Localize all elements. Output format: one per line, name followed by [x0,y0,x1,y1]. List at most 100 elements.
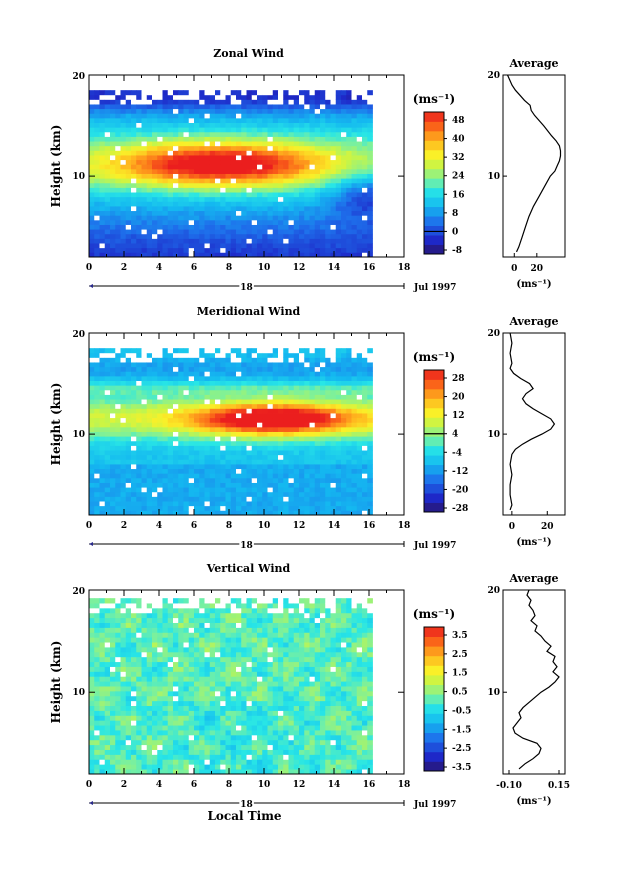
heatmap-cell [152,210,158,216]
heatmap-cell [188,366,195,372]
heatmap-cell [325,215,331,221]
heatmap-cell [351,164,358,170]
heatmap-cell [199,739,205,746]
heatmap-cell [209,122,216,128]
heatmap-cell [356,422,363,428]
heatmap-cell [267,99,274,105]
heatmap-cell [293,482,300,488]
heatmap-cell [225,394,232,400]
heatmap-cell [356,117,363,123]
heatmap-cell [314,389,321,395]
heatmap-cell [188,754,195,760]
heatmap-cell [104,362,111,368]
heatmap-cell [341,510,347,516]
heatmap-cell [209,505,216,511]
heatmap-cell [251,108,258,114]
heatmap-cell [367,136,373,142]
heatmap-cell [110,681,116,687]
heatmap-cell [251,238,258,244]
heatmap-cell [99,749,106,755]
heatmap-cell [251,247,258,253]
heatmap-cell [325,464,331,470]
heatmap-cell [146,178,153,184]
heatmap-cell [141,357,148,363]
heatmap-cell [215,754,221,760]
colorbar-label: 4 [452,430,458,440]
heatmap-cell [215,394,221,400]
heatmap-cell [104,426,111,432]
heatmap-cell [257,450,263,456]
heatmap-cell [94,178,100,184]
heatmap-cell [215,417,221,423]
heatmap-cell [173,720,179,726]
heatmap-cell [335,422,342,428]
heatmap-cell [162,754,169,760]
heatmap-cell [241,210,247,216]
heatmap-cell [230,99,237,105]
heatmap-cell [267,164,274,170]
heatmap-cell [115,459,121,465]
heatmap-cell [173,104,179,110]
heatmap-cell [94,642,100,648]
heatmap-cell [125,725,132,731]
heatmap-cell [125,362,132,368]
heatmap-cell [194,375,200,381]
heatmap-cell [188,113,195,119]
heatmap-cell [131,210,137,216]
heatmap-cell [194,117,200,123]
heatmap-cell [288,403,295,409]
heatmap-cell [173,357,179,363]
heatmap-cell [141,445,148,451]
heatmap-cell [230,215,237,221]
heatmap-cell [115,90,121,96]
heatmap-cell [257,394,263,400]
heatmap-cell [167,744,174,750]
heatmap-cell [162,182,169,188]
heatmap-cell [299,440,305,446]
heatmap-cell [146,607,153,614]
heatmap-cell [115,632,121,638]
heatmap-cell [330,168,337,174]
heatmap-cell [194,734,200,741]
heatmap-cell [131,141,137,147]
heatmap-cell [146,686,153,692]
heatmap-cell [293,108,300,114]
heatmap-cell [314,159,321,165]
heatmap-cell [146,510,153,516]
heatmap-cell [131,243,137,249]
heatmap-cell [278,491,284,497]
heatmap-cell [283,482,289,488]
heatmap-cell [194,229,200,235]
heatmap-cell [362,187,368,193]
heatmap-cell [304,113,310,119]
heatmap-cell [288,440,295,446]
heatmap-cell [194,201,200,207]
heatmap-cell [346,482,352,488]
heatmap-cell [125,510,132,516]
heatmap-cell [194,637,200,643]
heatmap-cell [356,487,363,493]
heatmap-cell [320,117,326,123]
heatmap-cell [236,510,242,516]
heatmap-cell [110,168,116,174]
heatmap-cell [204,491,211,497]
heatmap-cell [194,362,200,368]
heatmap-cell [220,510,226,516]
heatmap-cell [236,210,242,216]
heatmap-cell [115,676,121,682]
heatmap-cell [330,413,337,419]
heatmap-cell [236,145,242,151]
heatmap-cell [267,477,274,483]
heatmap-cell [362,501,368,507]
heatmap-cell [104,389,111,395]
heatmap-cell [167,445,174,451]
heatmap-cell [351,94,358,100]
heatmap-cell [115,182,121,188]
heatmap-cell [125,749,132,755]
heatmap-cell [346,173,352,179]
heatmap-cell [89,94,95,100]
heatmap-cell [278,252,284,258]
heatmap-cell [325,394,331,400]
heatmap-cell [330,468,337,474]
heatmap-cell [157,464,163,470]
